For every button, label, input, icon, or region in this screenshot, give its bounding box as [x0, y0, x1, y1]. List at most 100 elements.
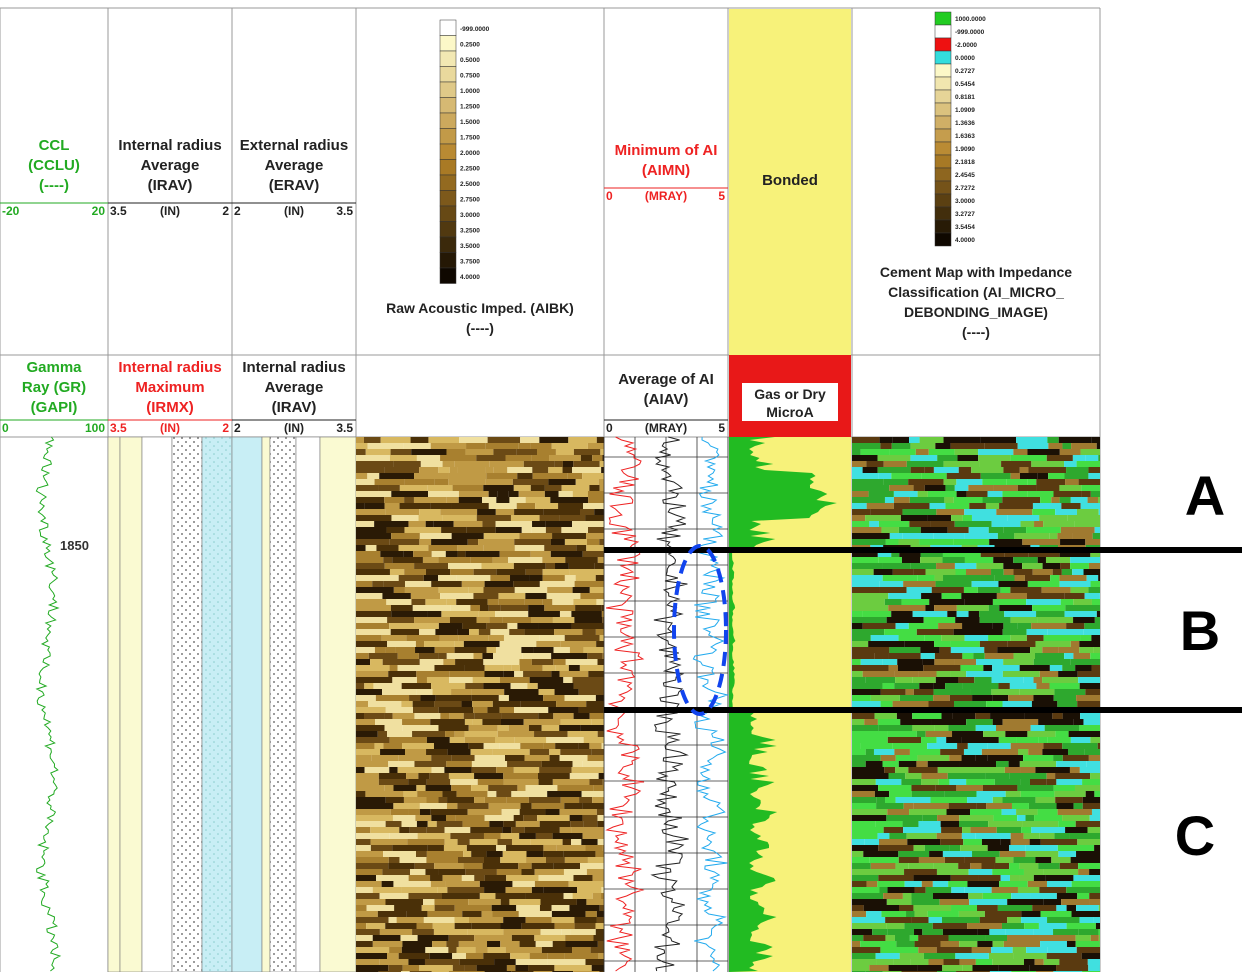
image-pixel: [496, 527, 522, 533]
image-pixel: [369, 653, 398, 659]
legend-swatch: [935, 25, 951, 38]
image-pixel: [437, 821, 463, 827]
image-pixel: [1099, 593, 1100, 599]
image-pixel: [910, 497, 945, 503]
image-pixel: [408, 521, 425, 527]
image-pixel: [948, 725, 976, 731]
image-pixel: [1009, 845, 1026, 851]
image-pixel: [1048, 443, 1062, 449]
image-pixel: [532, 521, 545, 527]
image-pixel: [573, 875, 592, 881]
image-pixel: [503, 821, 516, 827]
image-pixel: [1084, 623, 1100, 629]
image-pixel: [1060, 497, 1071, 503]
image-pixel: [356, 791, 365, 797]
image-pixel: [948, 773, 985, 779]
image-pixel: [883, 479, 908, 485]
image-pixel: [933, 923, 967, 929]
image-pixel: [597, 809, 604, 815]
image-pixel: [942, 965, 962, 971]
image-pixel: [1048, 473, 1064, 479]
image-pixel: [883, 761, 899, 767]
image-pixel: [1007, 935, 1039, 941]
image-pixel: [937, 455, 957, 461]
image-pixel: [934, 467, 959, 473]
image-pixel: [894, 497, 910, 503]
image-pixel: [918, 821, 940, 827]
legend-swatch: [935, 116, 951, 129]
image-pixel: [1088, 959, 1100, 965]
image-pixel: [1038, 557, 1046, 563]
image-pixel: [465, 737, 495, 743]
image-pixel: [424, 917, 455, 923]
image-pixel: [430, 809, 467, 815]
image-pixel: [475, 713, 502, 719]
image-pixel: [1077, 701, 1100, 707]
image-pixel: [852, 791, 875, 797]
image-pixel: [485, 581, 514, 587]
image-pixel: [383, 659, 420, 665]
image-pixel: [884, 767, 895, 773]
image-pixel: [993, 719, 1003, 725]
image-pixel: [511, 827, 524, 833]
image-pixel: [555, 923, 575, 929]
image-pixel: [1002, 497, 1040, 503]
image-pixel: [468, 587, 483, 593]
image-pixel: [1078, 929, 1098, 935]
image-pixel: [484, 533, 520, 539]
legend-label: 4.0000: [955, 237, 975, 244]
image-pixel: [420, 803, 447, 809]
image-pixel: [596, 929, 604, 935]
image-pixel: [951, 887, 964, 893]
image-pixel: [1003, 719, 1038, 725]
image-pixel: [852, 635, 871, 641]
image-pixel: [894, 503, 930, 509]
image-pixel: [852, 569, 874, 575]
image-pixel: [1039, 737, 1048, 743]
image-pixel: [992, 623, 1003, 629]
image-pixel: [1014, 533, 1049, 539]
image-pixel: [388, 863, 414, 869]
image-pixel: [1050, 575, 1059, 581]
image-pixel: [1022, 563, 1042, 569]
image-pixel: [1077, 893, 1089, 899]
scale-unit: (IN): [160, 421, 180, 435]
image-pixel: [562, 929, 570, 935]
image-pixel: [884, 629, 917, 635]
legend-swatch: [440, 51, 456, 67]
image-pixel: [905, 773, 921, 779]
image-pixel: [1054, 785, 1075, 791]
image-pixel: [484, 857, 500, 863]
image-pixel: [509, 695, 543, 701]
image-pixel: [486, 623, 507, 629]
image-pixel: [515, 587, 547, 593]
image-pixel: [920, 437, 944, 443]
image-pixel: [442, 893, 480, 899]
image-pixel: [911, 443, 936, 449]
scale-left: -20: [2, 204, 20, 218]
image-pixel: [1091, 635, 1100, 641]
image-pixel: [581, 839, 597, 845]
image-pixel: [1075, 785, 1100, 791]
image-pixel: [1035, 959, 1044, 965]
image-pixel: [1080, 767, 1100, 773]
image-pixel: [565, 935, 593, 941]
image-pixel: [427, 851, 463, 857]
image-pixel: [528, 965, 554, 971]
image-pixel: [556, 449, 574, 455]
legend-label: 2.7272: [955, 185, 975, 192]
image-pixel: [1044, 959, 1060, 965]
image-pixel: [402, 941, 432, 947]
image-pixel: [464, 965, 477, 971]
image-pixel: [852, 575, 883, 581]
image-pixel: [1013, 947, 1026, 953]
image-pixel: [852, 737, 888, 743]
image-pixel: [942, 593, 962, 599]
image-pixel: [983, 497, 1003, 503]
image-pixel: [1010, 587, 1041, 593]
image-pixel: [889, 773, 906, 779]
image-pixel: [1060, 863, 1078, 869]
image-pixel: [852, 539, 886, 545]
image-pixel: [926, 569, 956, 575]
image-pixel: [414, 473, 448, 479]
